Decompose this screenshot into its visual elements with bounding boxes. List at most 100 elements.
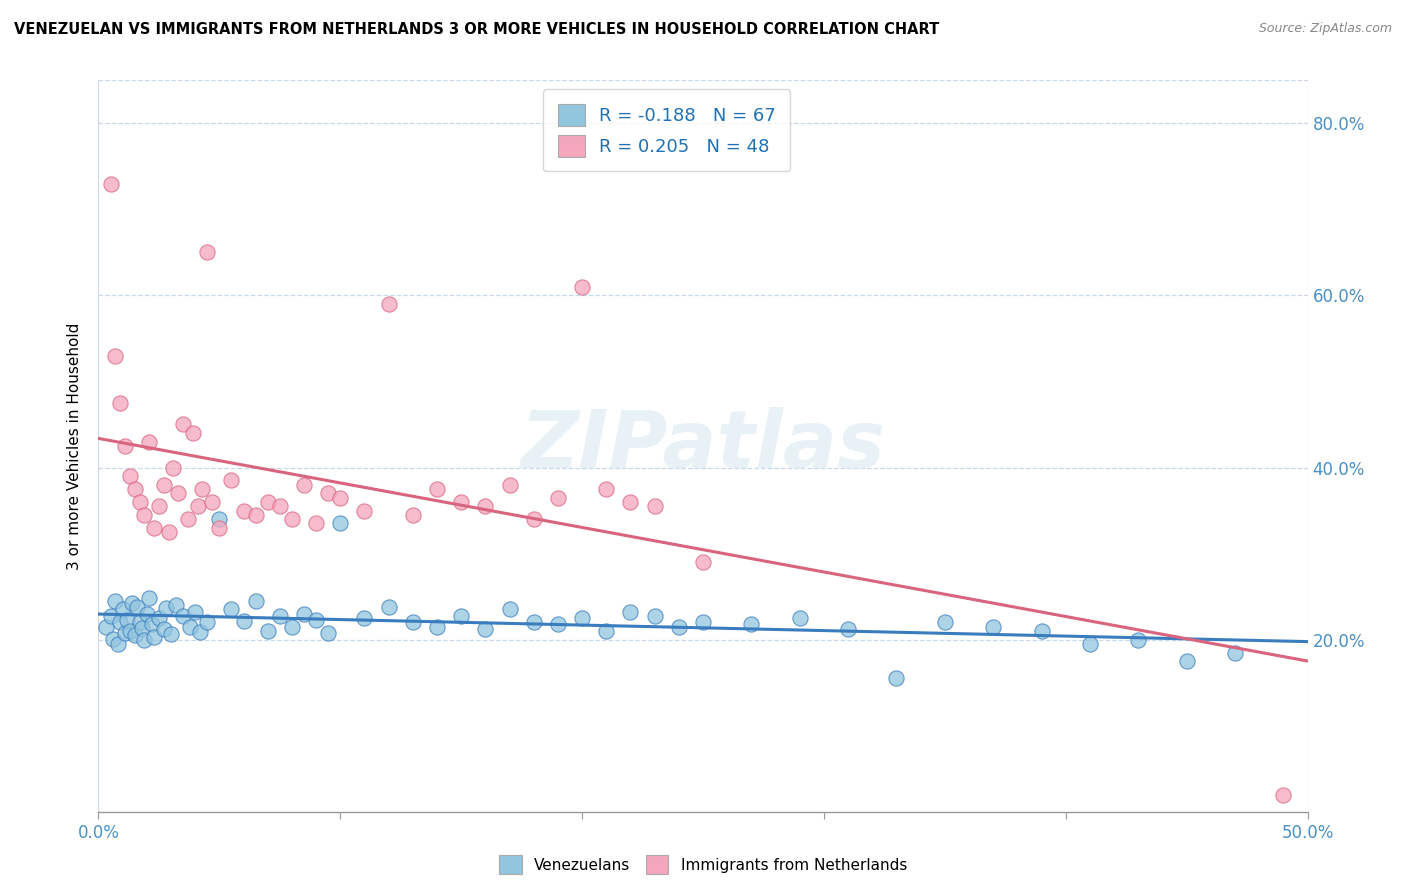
Point xyxy=(1078,637,1101,651)
Point xyxy=(131,622,153,636)
Point xyxy=(619,605,641,619)
Point xyxy=(305,516,328,531)
Point xyxy=(256,495,278,509)
Point xyxy=(141,617,163,632)
Point xyxy=(124,628,146,642)
Point xyxy=(269,608,291,623)
Point xyxy=(128,615,150,629)
Point xyxy=(124,482,146,496)
Point xyxy=(981,620,1004,634)
Point xyxy=(269,500,291,514)
Point xyxy=(177,512,200,526)
Point xyxy=(101,632,124,646)
Point xyxy=(208,512,231,526)
Point xyxy=(179,620,201,634)
Point xyxy=(450,608,472,623)
Point xyxy=(104,349,127,363)
Point xyxy=(195,245,218,260)
Point xyxy=(292,477,315,491)
Point xyxy=(148,500,170,514)
Point xyxy=(789,611,811,625)
Point xyxy=(886,671,908,685)
Legend: Venezuelans, Immigrants from Netherlands: Venezuelans, Immigrants from Netherlands xyxy=(492,849,914,880)
Point xyxy=(121,597,143,611)
Point xyxy=(571,280,593,294)
Point xyxy=(571,611,593,625)
Point xyxy=(353,503,375,517)
Point xyxy=(162,460,184,475)
Point xyxy=(377,297,399,311)
Point xyxy=(595,624,617,638)
Point xyxy=(143,521,166,535)
Point xyxy=(316,625,339,640)
Point xyxy=(1128,632,1150,647)
Point xyxy=(523,512,546,526)
Point xyxy=(104,594,127,608)
Point xyxy=(148,611,170,625)
Point xyxy=(94,620,117,634)
Point xyxy=(668,620,690,634)
Point xyxy=(426,620,449,634)
Point xyxy=(934,615,956,630)
Point xyxy=(692,555,714,569)
Point xyxy=(160,626,183,640)
Point xyxy=(195,615,218,630)
Point xyxy=(644,608,666,623)
Point xyxy=(184,605,207,619)
Point xyxy=(114,439,136,453)
Point xyxy=(837,622,859,636)
Point xyxy=(118,624,141,638)
Point xyxy=(1272,788,1295,802)
Point xyxy=(187,500,209,514)
Point xyxy=(152,622,174,636)
Point xyxy=(107,637,129,651)
Point xyxy=(329,491,352,505)
Point xyxy=(172,417,194,432)
Point xyxy=(143,630,166,644)
Point xyxy=(134,508,156,522)
Point xyxy=(644,500,666,514)
Point xyxy=(547,617,569,632)
Point xyxy=(138,591,160,606)
Point xyxy=(353,611,375,625)
Point xyxy=(245,508,267,522)
Point xyxy=(305,613,328,627)
Point xyxy=(232,614,254,628)
Point xyxy=(402,508,425,522)
Point xyxy=(232,503,254,517)
Point xyxy=(498,602,520,616)
Text: VENEZUELAN VS IMMIGRANTS FROM NETHERLANDS 3 OR MORE VEHICLES IN HOUSEHOLD CORREL: VENEZUELAN VS IMMIGRANTS FROM NETHERLAND… xyxy=(14,22,939,37)
Point xyxy=(547,491,569,505)
Point xyxy=(118,469,141,483)
Point xyxy=(692,615,714,630)
Point xyxy=(523,615,546,630)
Point xyxy=(281,620,304,634)
Point xyxy=(191,482,214,496)
Point xyxy=(377,599,399,614)
Point xyxy=(127,599,149,614)
Point xyxy=(245,594,267,608)
Y-axis label: 3 or more Vehicles in Household: 3 or more Vehicles in Household xyxy=(67,322,83,570)
Point xyxy=(152,477,174,491)
Point xyxy=(128,495,150,509)
Point xyxy=(316,486,339,500)
Point xyxy=(1223,646,1246,660)
Point xyxy=(188,624,211,639)
Point xyxy=(1031,624,1053,638)
Point xyxy=(117,613,139,627)
Legend: R = -0.188   N = 67, R = 0.205   N = 48: R = -0.188 N = 67, R = 0.205 N = 48 xyxy=(543,89,790,171)
Point xyxy=(157,524,180,539)
Point xyxy=(100,177,122,191)
Point xyxy=(474,500,496,514)
Point xyxy=(181,426,204,441)
Point xyxy=(155,600,177,615)
Point xyxy=(595,482,617,496)
Point xyxy=(329,516,352,531)
Point xyxy=(474,622,496,636)
Point xyxy=(100,608,122,623)
Point xyxy=(402,615,425,630)
Point xyxy=(426,482,449,496)
Point xyxy=(498,477,520,491)
Point xyxy=(138,434,160,449)
Point xyxy=(114,625,136,640)
